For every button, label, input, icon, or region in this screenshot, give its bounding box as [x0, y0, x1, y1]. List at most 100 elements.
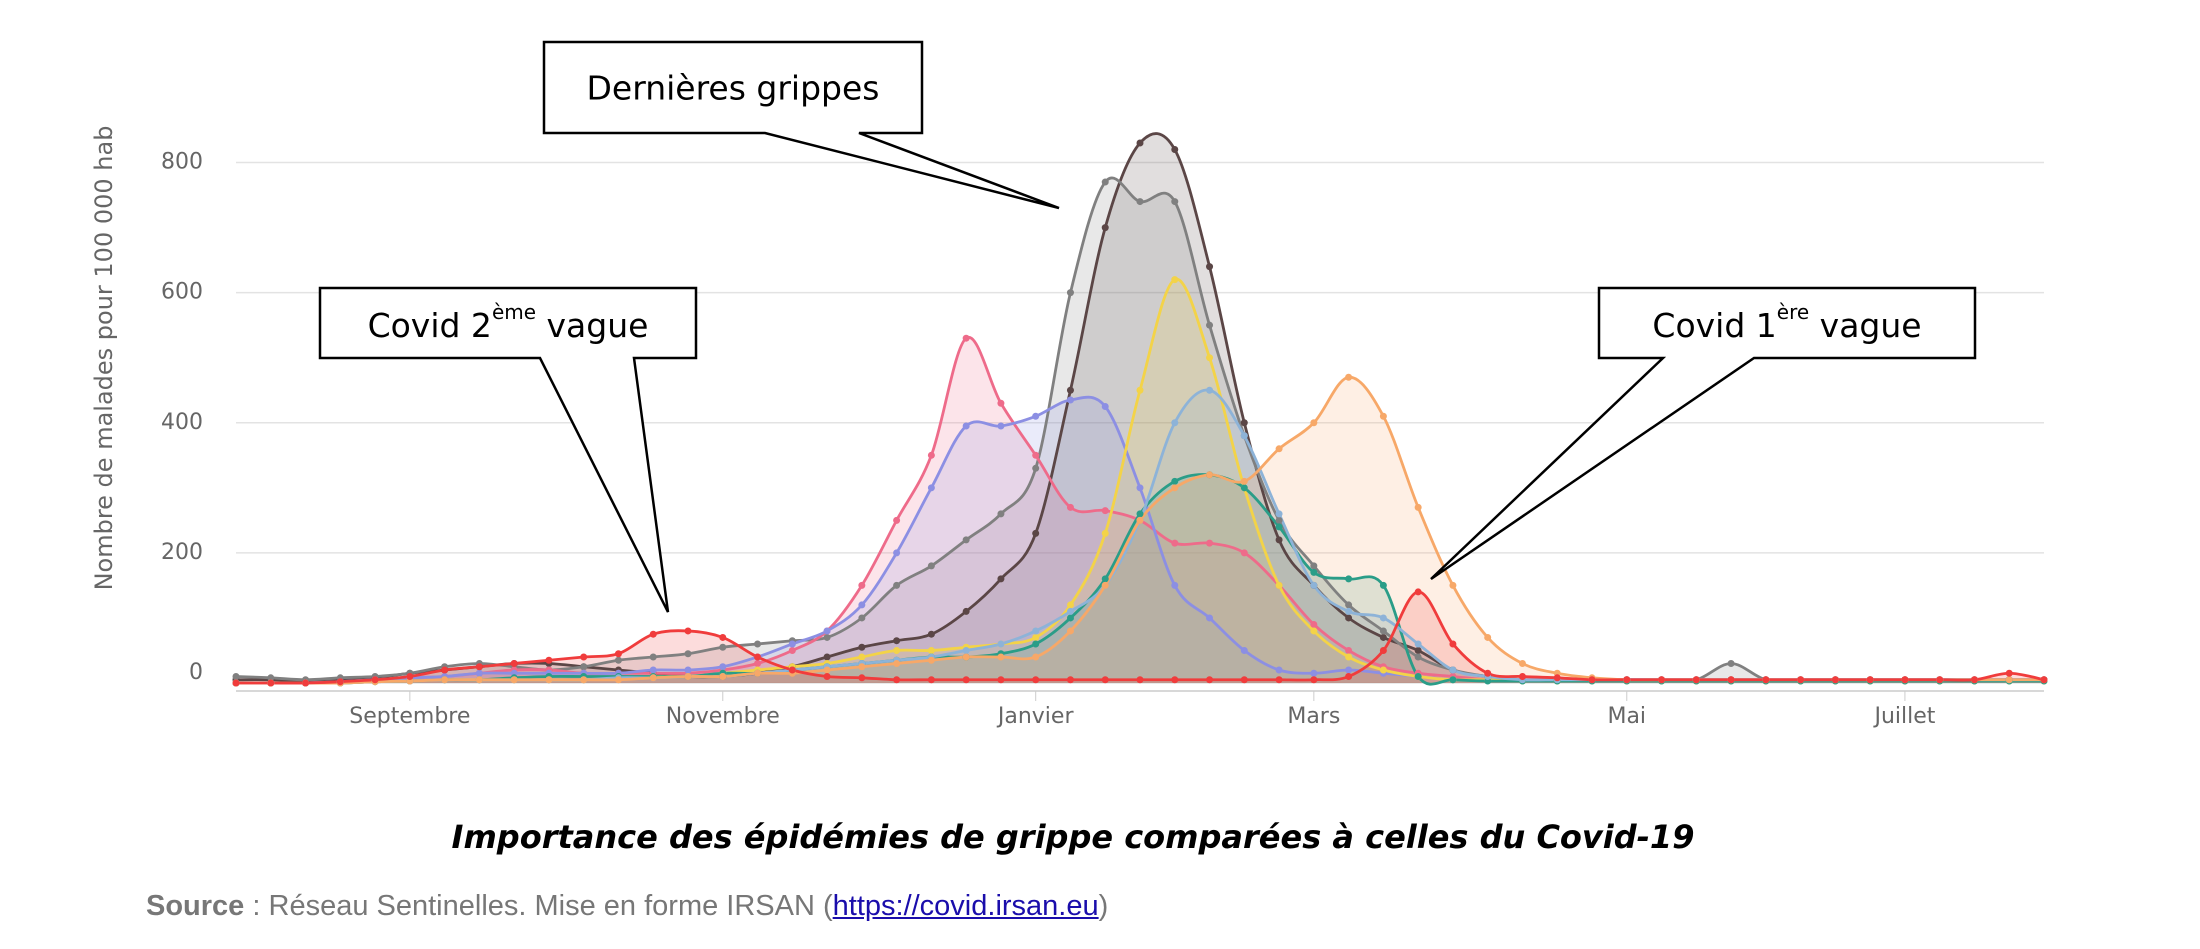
point [1414, 503, 1422, 511]
point [927, 562, 935, 570]
point [1171, 276, 1179, 284]
point [1797, 676, 1805, 684]
point [1032, 451, 1040, 459]
point [614, 656, 622, 664]
point [1727, 676, 1735, 684]
area [236, 337, 2044, 684]
point [1762, 676, 1770, 684]
markers [232, 139, 2048, 687]
point [893, 549, 901, 557]
point [858, 581, 866, 589]
source-link[interactable]: https://covid.irsan.eu [832, 890, 1099, 922]
point [823, 672, 831, 680]
point [1101, 581, 1109, 589]
y-tick-label: 600 [161, 280, 203, 305]
point [545, 676, 553, 684]
point [1240, 419, 1248, 427]
point [684, 650, 692, 658]
point [1414, 653, 1422, 661]
x-tick-label: Juillet [1872, 704, 1935, 729]
point [1032, 653, 1040, 661]
point [1310, 627, 1318, 635]
point [823, 653, 831, 661]
point [997, 676, 1005, 684]
point [1136, 386, 1144, 394]
point [1136, 198, 1144, 206]
point [580, 676, 588, 684]
point [997, 399, 1005, 407]
area [236, 133, 2044, 684]
point [614, 650, 622, 658]
point [823, 627, 831, 635]
point [1275, 666, 1283, 674]
point [1345, 614, 1353, 622]
y-tick-label: 400 [161, 410, 203, 435]
point [962, 536, 970, 544]
point [858, 601, 866, 609]
point [1692, 676, 1700, 684]
area [236, 474, 2044, 685]
point [1936, 676, 1944, 684]
point [1171, 419, 1179, 427]
y-tick-label: 0 [189, 660, 203, 685]
callout: Dernières grippes [542, 40, 1060, 210]
point [580, 653, 588, 661]
point [406, 672, 414, 680]
area [236, 390, 2044, 684]
point [1101, 676, 1109, 684]
point [754, 659, 762, 667]
point [649, 653, 657, 661]
point [893, 676, 901, 684]
x-tick-label: Janvier [996, 704, 1075, 729]
area [236, 397, 2044, 684]
point [997, 653, 1005, 661]
point [1310, 419, 1318, 427]
point [1379, 633, 1387, 641]
x-tick-label: Mars [1287, 704, 1340, 729]
point [1066, 396, 1074, 404]
point [1449, 640, 1457, 648]
area [236, 591, 2044, 684]
annotation-text: Covid 2 [368, 306, 492, 345]
point [858, 614, 866, 622]
point [927, 646, 935, 654]
annotation: Covid 2ème vague [368, 300, 649, 345]
point [1101, 529, 1109, 537]
point [1032, 676, 1040, 684]
point [1101, 575, 1109, 583]
point [684, 627, 692, 635]
point [1414, 640, 1422, 648]
point [1379, 581, 1387, 589]
point [1518, 672, 1526, 680]
point [1623, 676, 1631, 684]
area [236, 279, 2044, 684]
point [1866, 676, 1874, 684]
point [1206, 386, 1214, 394]
point [1449, 581, 1457, 589]
point [1240, 549, 1248, 557]
point [1032, 412, 1040, 420]
point [1240, 432, 1248, 440]
source-text: ) [1098, 890, 1109, 922]
point [1171, 539, 1179, 547]
point [754, 653, 762, 661]
point [649, 630, 657, 638]
point [1171, 581, 1179, 589]
point [1032, 464, 1040, 472]
point [1345, 607, 1353, 615]
point [441, 666, 449, 674]
point [858, 663, 866, 671]
point [267, 679, 275, 687]
annotation-text: vague [536, 306, 648, 345]
annotation-sup: ère [1777, 300, 1809, 324]
point [1171, 198, 1179, 206]
point [927, 630, 935, 638]
callout: Covid 1ère vague [1430, 286, 1977, 581]
point [336, 678, 344, 686]
point [1310, 669, 1318, 677]
point [719, 672, 727, 680]
point [1066, 614, 1074, 622]
point [1345, 672, 1353, 680]
point [649, 674, 657, 682]
point [1240, 477, 1248, 485]
